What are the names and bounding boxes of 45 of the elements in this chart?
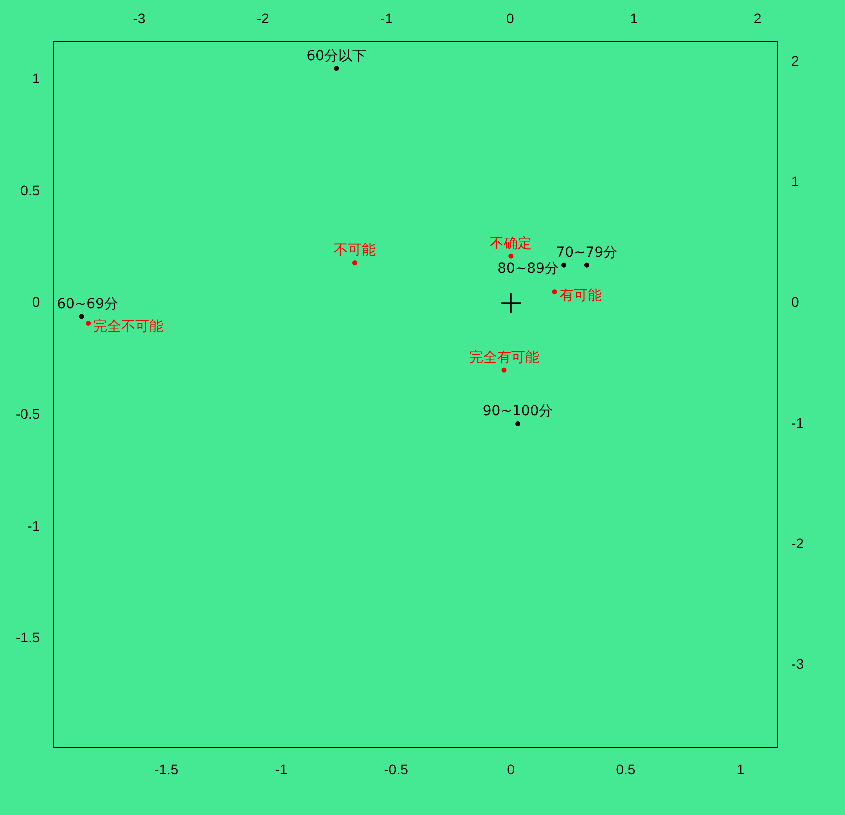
- series-label: 70~79分: [556, 244, 618, 261]
- x-tick-label: -1.5: [154, 761, 179, 778]
- point: [86, 320, 92, 326]
- point: [516, 422, 521, 427]
- y2-tick-label: -2: [792, 535, 804, 552]
- point: [552, 290, 558, 295]
- y2-tick-label: 2: [792, 53, 800, 70]
- series-label: 有可能: [560, 288, 602, 304]
- x-tick-label: 0: [507, 761, 516, 778]
- y2-tick-label: -1: [792, 414, 804, 431]
- y-tick-label: -1: [28, 518, 40, 534]
- y-tick-label: -1.5: [16, 630, 40, 646]
- point: [352, 260, 358, 266]
- x2-tick-label: 0: [506, 10, 515, 26]
- x-tick-label: -1: [275, 761, 288, 778]
- y2-tick-label: -3: [792, 656, 804, 672]
- y2-tick-label: 1: [792, 174, 800, 190]
- x-tick-label: -0.5: [384, 761, 409, 778]
- series-label: 80~89分: [498, 260, 559, 277]
- series-label: 不确定: [490, 236, 532, 252]
- point: [334, 66, 340, 72]
- point: [508, 254, 514, 259]
- point: [500, 292, 522, 314]
- x-tick-label: 0.5: [616, 761, 636, 778]
- y-tick-label: -0.5: [16, 406, 40, 422]
- y2-tick-label: 0: [792, 294, 800, 310]
- point: [79, 314, 84, 320]
- x-tick-label: 1: [736, 761, 745, 778]
- series-label: 60~69分: [57, 296, 118, 312]
- series-label: 完全有可能: [469, 350, 540, 366]
- x2-tick-label: 2: [754, 10, 762, 26]
- series-label: 60分以下: [306, 48, 367, 64]
- y-tick-label: 0.5: [20, 182, 40, 198]
- y-tick-label: 0: [32, 294, 40, 310]
- x2-tick-label: -1: [380, 10, 394, 26]
- y-tick-label: 1: [32, 70, 40, 87]
- x2-tick-label: -2: [256, 10, 270, 26]
- series-label: 完全不可能: [94, 319, 164, 336]
- series-label: 90~100分: [482, 404, 554, 420]
- point: [502, 368, 507, 373]
- series-label: 不可能: [334, 242, 376, 259]
- x2-tick-label: -3: [133, 10, 146, 26]
- point: [561, 262, 566, 268]
- x2-tick-label: 1: [630, 10, 638, 26]
- point: [584, 262, 590, 268]
